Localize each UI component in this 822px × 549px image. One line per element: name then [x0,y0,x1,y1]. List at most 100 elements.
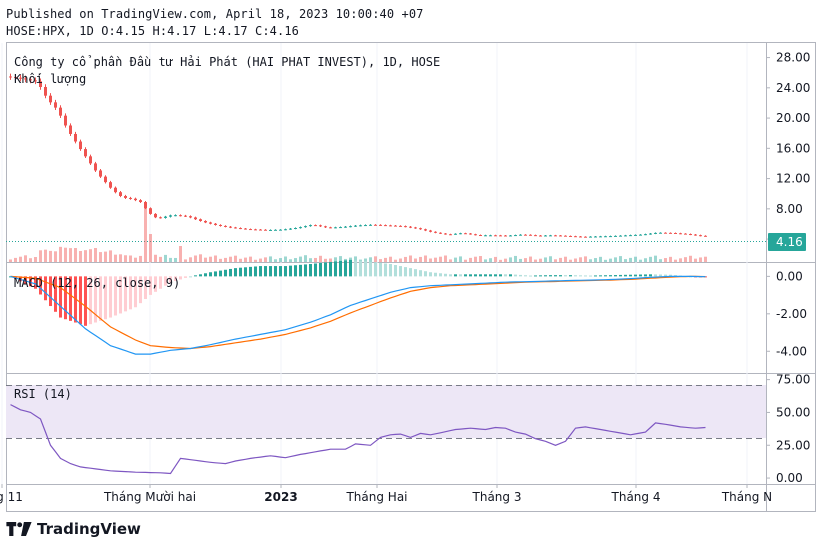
tradingview-brand[interactable]: TradingView [6,520,141,538]
macd-histogram-bar [69,276,72,321]
macd-histogram-bar [229,268,232,277]
candle [79,141,82,150]
volume-bar [579,257,582,262]
macd-histogram-bar [674,275,677,277]
volume-bar [274,259,277,262]
volume-bar [439,256,442,262]
macd-histogram-bar [454,274,457,277]
candle [284,229,287,231]
macd-histogram-bar [284,266,287,277]
volume-bar [609,258,612,262]
macd-histogram-bar [484,274,487,277]
volume-legend[interactable]: Khối lượng [14,72,86,86]
candle [439,232,442,234]
volume-bar [264,257,267,262]
symbol-legend[interactable]: Công ty cổ phần Đầu tư Hải Phát (HAI PHA… [14,55,440,69]
macd-histogram-bar [634,274,637,277]
candle [39,81,42,87]
macd-histogram-bar [584,275,587,277]
macd-histogram-bar [524,275,527,277]
macd-histogram-bar [279,266,282,277]
candle [109,182,112,188]
macd-histogram-bar [174,276,177,281]
candle [584,236,587,238]
candle [364,225,367,227]
macd-histogram-bar [189,276,192,278]
macd-histogram-bar [119,276,122,314]
candle [164,216,167,218]
macd-histogram-bar [629,274,632,277]
candle [559,235,562,237]
volume-bar [19,256,22,262]
volume-bar [464,259,467,262]
macd-histogram-bar [294,265,297,277]
volume-bar [434,257,437,262]
candle [219,224,222,226]
macd-axis-label: -2.00 [776,307,807,321]
candle [514,235,517,237]
ohlc-header: HOSE:HPX, 1D O:4.15 H:4.17 L:4.17 C:4.16 [6,24,299,38]
macd-histogram-bar [504,274,507,277]
macd-histogram-bar [29,276,32,287]
candle [239,228,242,230]
candle [144,202,147,209]
volume-bar [374,256,377,262]
candle [619,235,622,237]
candle [214,223,217,225]
volume-bar [149,234,152,262]
volume-bar [419,256,422,262]
volume-bar [549,256,552,262]
volume-bar [614,257,617,262]
volume-bar [389,256,392,262]
candle [114,187,117,193]
volume-bar [619,256,622,262]
macd-histogram-bar [334,261,337,277]
candle [259,229,262,231]
candle [359,225,362,227]
volume-bar [394,259,397,262]
candle [154,213,157,218]
volume-bar [489,258,492,262]
macd-histogram-bar [299,264,302,277]
volume-bar [59,246,62,262]
candle [429,230,432,232]
candle [74,133,77,142]
volume-bar [624,259,627,262]
volume-bar [179,246,182,262]
candles [9,73,707,238]
macd-histogram-bar [409,268,412,277]
volume-bar [284,256,287,262]
candle [229,226,232,228]
volume-bar [424,255,427,262]
macd-histogram-bar [259,266,262,277]
macd-histogram-bar [39,276,42,295]
volume-bar [544,257,547,262]
candle [704,235,707,237]
macd-histogram-bar [459,274,462,277]
volume-bar [294,258,297,262]
macd-histogram-bar [99,276,102,321]
time-axis: áng 11 Tháng Mười hai 2023 Tháng Hai Tháng 3… [0,484,772,504]
macd-legend[interactable]: MACD (12, 26, close, 9) [14,276,180,290]
candle [204,220,207,223]
macd-axis-label: 0.00 [776,269,803,283]
candle [679,233,682,235]
price-axis-label: 28.00 [776,51,810,65]
rsi-legend[interactable]: RSI (14) [14,387,72,401]
candle [419,228,422,230]
volume-bar [629,257,632,262]
macd-histogram-bar [419,270,422,277]
macd-histogram-bar [614,275,617,277]
volume-bar [104,251,107,262]
volume-bar [144,202,147,262]
macd-histogram-bar [534,275,537,277]
candle [299,227,302,229]
volume-bar [309,258,312,262]
candle [209,222,212,224]
macd-histogram-bar [34,276,37,289]
candle [629,235,632,237]
macd-histogram-bar [539,275,542,277]
macd-histogram-bar [619,274,622,277]
volume-bar [694,258,697,262]
